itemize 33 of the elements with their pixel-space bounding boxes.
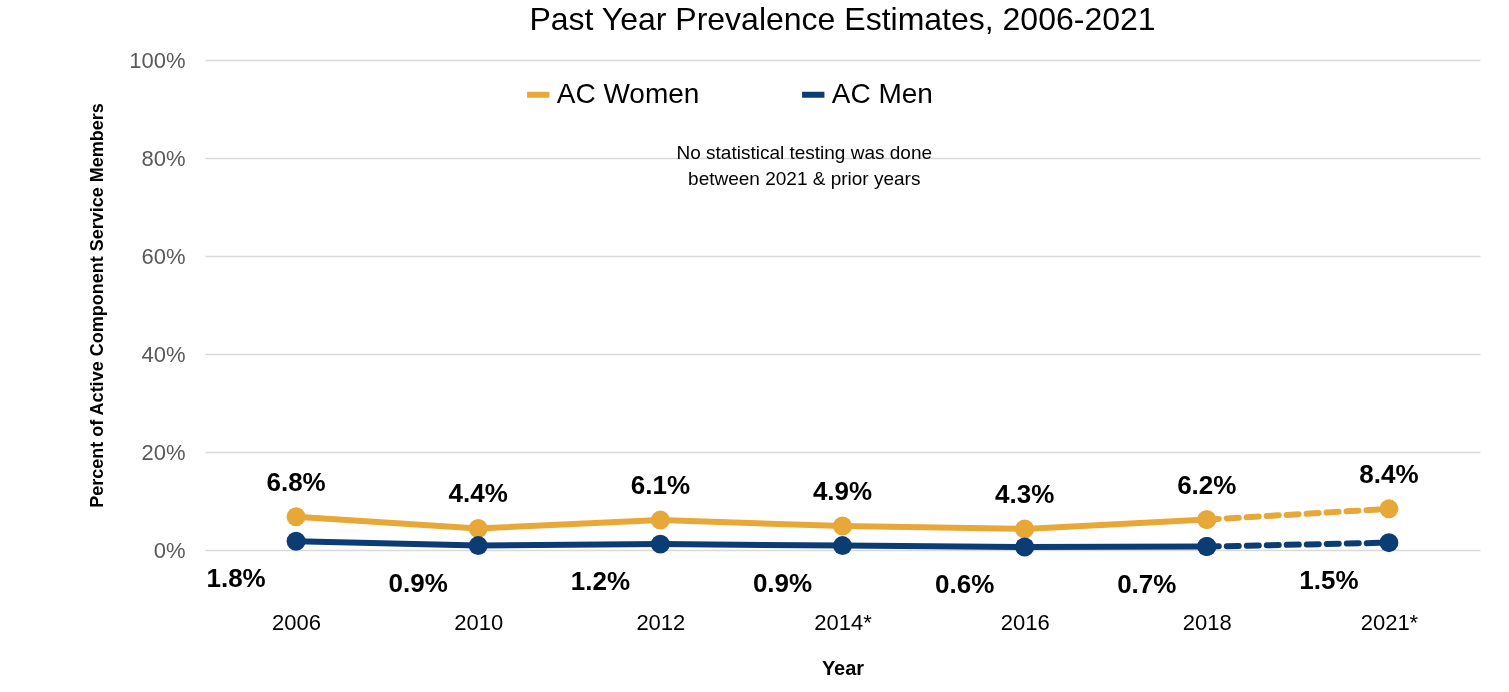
y-tick-label: 40% bbox=[141, 341, 186, 367]
y-tick-label: 0% bbox=[153, 537, 186, 563]
data-label: 0.7% bbox=[1117, 568, 1177, 599]
data-label: 4.4% bbox=[448, 478, 508, 509]
y-tick-label: 60% bbox=[141, 243, 186, 269]
x-tick-label: 2012 bbox=[636, 609, 686, 635]
data-label: 6.2% bbox=[1177, 469, 1237, 500]
x-tick-label: 2021* bbox=[1360, 609, 1419, 635]
data-label: 1.2% bbox=[570, 566, 630, 597]
y-tick-label: 100% bbox=[129, 47, 186, 73]
chart-title: Past Year Prevalence Estimates, 2006-2021 bbox=[529, 1, 1156, 37]
data-label: 0.9% bbox=[752, 567, 813, 598]
y-axis-title: Percent of Active Component Service Members bbox=[87, 103, 108, 508]
data-label: 0.9% bbox=[388, 567, 448, 598]
data-label: 1.8% bbox=[206, 563, 266, 594]
y-tick-label: 80% bbox=[141, 145, 186, 171]
data-label: 6.1% bbox=[630, 470, 690, 501]
x-tick-label: 2010 bbox=[454, 609, 504, 635]
x-tick-label: 2014* bbox=[814, 609, 873, 635]
x-tick-label: 2006 bbox=[272, 609, 322, 635]
x-axis-title: Year bbox=[821, 656, 865, 679]
legend-label: AC Men bbox=[831, 77, 933, 109]
data-label: 4.9% bbox=[812, 475, 873, 506]
data-label: 1.5% bbox=[1299, 564, 1359, 595]
annotation: No statistical testing was done between 2021 & prior years bbox=[676, 142, 933, 189]
data-label: 8.4% bbox=[1359, 458, 1419, 489]
data-label: 0.6% bbox=[935, 569, 995, 600]
data-label: 4.3% bbox=[995, 478, 1055, 509]
x-tick-label: 2018 bbox=[1182, 609, 1232, 635]
x-tick-label: 2016 bbox=[1000, 609, 1050, 635]
legend-label: AC Women bbox=[556, 77, 700, 109]
data-label: 6.8% bbox=[266, 466, 326, 497]
y-tick-label: 20% bbox=[141, 439, 186, 465]
